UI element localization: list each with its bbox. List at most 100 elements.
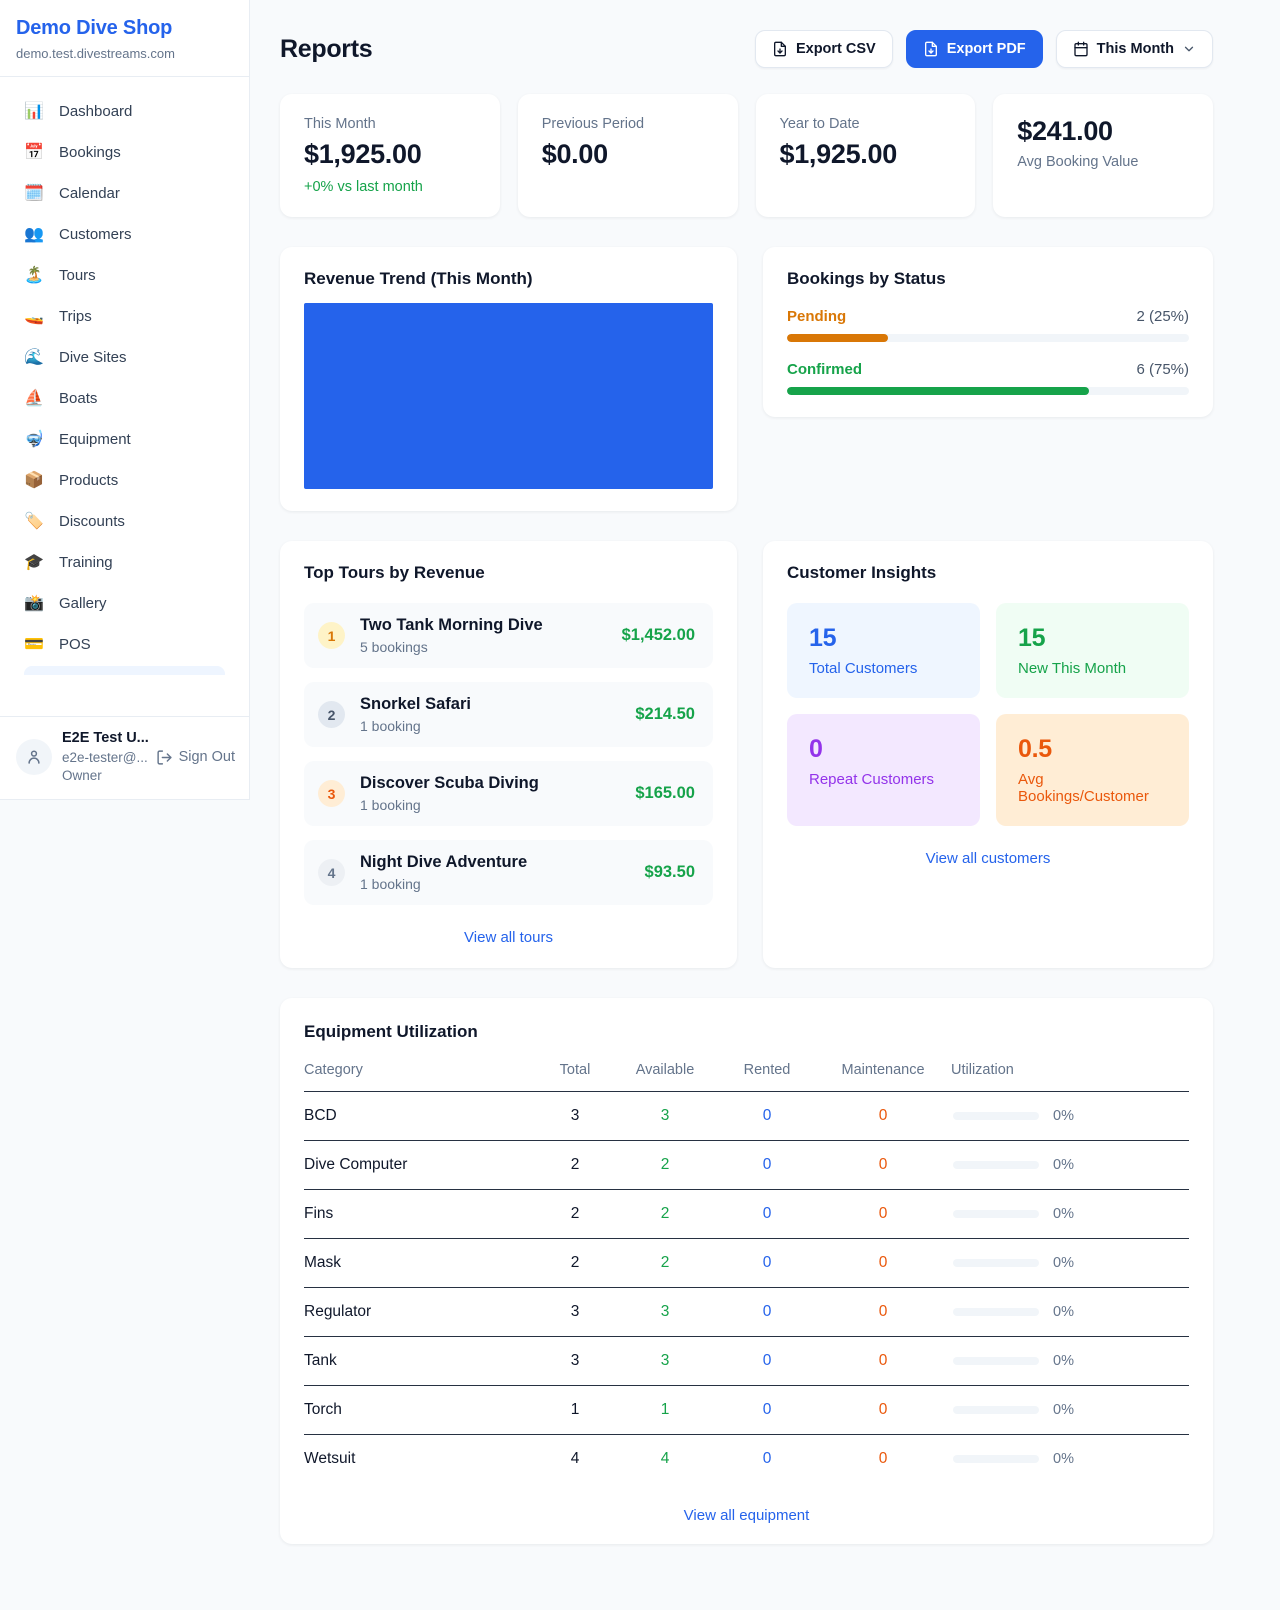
bookings-by-status-card: Bookings by Status Pending 2 (25%) Confi… bbox=[763, 247, 1213, 417]
cell-utilization: 0% bbox=[951, 1304, 1189, 1320]
sidebar-item-dive-sites[interactable]: 🌊 Dive Sites bbox=[12, 337, 237, 377]
col-available: Available bbox=[635, 1062, 695, 1078]
top-tours-title: Top Tours by Revenue bbox=[304, 563, 485, 582]
cell-utilization: 0% bbox=[951, 1206, 1189, 1222]
cell-category: Fins bbox=[304, 1205, 334, 1222]
stat-cards: This Month $1,925.00 +0% vs last month P… bbox=[280, 94, 1213, 217]
tile-label: New This Month bbox=[1018, 660, 1127, 677]
status-count: 2 (25%) bbox=[1136, 308, 1189, 325]
stat-delta: +0% vs last month bbox=[304, 179, 423, 195]
view-all-tours-link[interactable]: View all tours bbox=[464, 929, 553, 946]
tour-amount: $214.50 bbox=[635, 705, 695, 723]
equipment-utilization-title: Equipment Utilization bbox=[304, 1022, 478, 1041]
status-label: Pending bbox=[787, 308, 847, 325]
tour-bookings: 1 booking bbox=[360, 876, 421, 892]
file-download-icon bbox=[924, 41, 937, 57]
sidebar-item-label: POS bbox=[59, 635, 91, 653]
tour-bookings: 1 booking bbox=[360, 797, 421, 813]
tile-value: 15 bbox=[809, 624, 837, 652]
status-row-pending: Pending 2 (25%) bbox=[787, 308, 1189, 342]
view-all-customers-link[interactable]: View all customers bbox=[925, 850, 1051, 867]
cell-available: 2 bbox=[660, 1205, 670, 1222]
user-meta: E2E Test U... e2e-tester@... Owner bbox=[62, 729, 149, 785]
revenue-trend-title: Revenue Trend (This Month) bbox=[304, 269, 533, 288]
dive-sites-icon: 🌊 bbox=[24, 349, 44, 366]
cell-category: Regulator bbox=[304, 1303, 372, 1320]
revenue-trend-card: Revenue Trend (This Month) bbox=[280, 247, 737, 511]
sidebar-item-reports-partial[interactable] bbox=[24, 666, 225, 675]
tile-label: Total Customers bbox=[809, 660, 918, 677]
status-count: 6 (75%) bbox=[1136, 361, 1189, 378]
cell-rented: 0 bbox=[762, 1401, 772, 1418]
brand: Demo Dive Shop demo.test.divestreams.com bbox=[0, 0, 249, 77]
utilization-pct: 0% bbox=[1053, 1108, 1074, 1124]
sidebar-item-dashboard[interactable]: 📊 Dashboard bbox=[12, 91, 237, 131]
cell-utilization: 0% bbox=[951, 1157, 1189, 1173]
logout-icon bbox=[156, 749, 172, 765]
cell-total: 2 bbox=[570, 1254, 580, 1271]
sidebar-item-tours[interactable]: 🏝️ Tours bbox=[12, 255, 237, 295]
status-bar-fill bbox=[787, 334, 888, 342]
stat-label: This Month bbox=[304, 116, 376, 132]
sidebar-item-pos[interactable]: 💳 POS bbox=[12, 624, 237, 664]
stat-label: Previous Period bbox=[541, 116, 645, 132]
sidebar-item-trips[interactable]: 🚤 Trips bbox=[12, 296, 237, 336]
user-email: e2e-tester@... bbox=[62, 749, 148, 765]
stat-value: $0.00 bbox=[541, 139, 608, 169]
sidebar-item-products[interactable]: 📦 Products bbox=[12, 460, 237, 500]
cell-category: BCD bbox=[304, 1107, 337, 1124]
period-dropdown[interactable]: This Month bbox=[1055, 30, 1213, 68]
view-all-equipment-link[interactable]: View all equipment bbox=[683, 1507, 810, 1524]
utilization-pct: 0% bbox=[1053, 1304, 1074, 1320]
calendar-icon: 🗓️ bbox=[24, 185, 44, 202]
sidebar-item-bookings[interactable]: 📅 Bookings bbox=[12, 132, 237, 172]
sidebar-item-label: Trips bbox=[59, 307, 92, 325]
cell-category: Mask bbox=[304, 1254, 342, 1271]
products-icon: 📦 bbox=[24, 472, 44, 489]
cell-category: Dive Computer bbox=[304, 1156, 408, 1173]
cell-rented: 0 bbox=[762, 1107, 772, 1124]
cell-total: 4 bbox=[570, 1450, 580, 1467]
topbar-actions: Export CSV Export PDF This Month bbox=[754, 30, 1213, 68]
bookings-icon: 📅 bbox=[24, 144, 44, 161]
cell-rented: 0 bbox=[762, 1303, 772, 1320]
gallery-icon: 📸 bbox=[24, 595, 44, 612]
status-bar-track bbox=[787, 334, 1189, 342]
sign-out-button[interactable]: Sign Out bbox=[156, 749, 235, 766]
utilization-pct: 0% bbox=[1053, 1353, 1074, 1369]
cell-available: 4 bbox=[660, 1450, 670, 1467]
sidebar-item-gallery[interactable]: 📸 Gallery bbox=[12, 583, 237, 623]
col-maintenance: Maintenance bbox=[841, 1062, 925, 1078]
stat-card-this-month: This Month $1,925.00 +0% vs last month bbox=[280, 94, 500, 217]
tile-total-customers: 15 Total Customers bbox=[787, 603, 980, 698]
utilization-bar bbox=[953, 1161, 1039, 1169]
table-row: Fins 2 2 0 0 0% bbox=[304, 1190, 1189, 1239]
utilization-pct: 0% bbox=[1053, 1157, 1074, 1173]
cell-total: 2 bbox=[570, 1205, 580, 1222]
sidebar-item-label: Boats bbox=[59, 389, 98, 407]
sidebar-item-discounts[interactable]: 🏷️ Discounts bbox=[12, 501, 237, 541]
export-csv-button[interactable]: Export CSV bbox=[754, 30, 893, 68]
sidebar-item-customers[interactable]: 👥 Customers bbox=[12, 214, 237, 254]
tour-amount: $1,452.00 bbox=[621, 626, 695, 644]
utilization-bar bbox=[953, 1210, 1039, 1218]
stat-value: $1,925.00 bbox=[779, 139, 898, 169]
sidebar-item-equipment[interactable]: 🤿 Equipment bbox=[12, 419, 237, 459]
tile-label: Repeat Customers bbox=[809, 771, 935, 788]
utilization-bar bbox=[953, 1357, 1039, 1365]
insight-tiles: 15 Total Customers 15 New This Month 0 R… bbox=[787, 603, 1189, 826]
sidebar-item-label: Equipment bbox=[59, 430, 131, 448]
sidebar-item-boats[interactable]: ⛵ Boats bbox=[12, 378, 237, 418]
utilization-pct: 0% bbox=[1053, 1206, 1074, 1222]
sidebar-item-label: Customers bbox=[59, 225, 132, 243]
chevron-down-icon bbox=[1184, 46, 1194, 52]
sidebar-item-training[interactable]: 🎓 Training bbox=[12, 542, 237, 582]
tile-repeat-customers: 0 Repeat Customers bbox=[787, 714, 980, 826]
stat-card-avg-booking-value: $241.00 Avg Booking Value bbox=[993, 94, 1213, 217]
sidebar-item-calendar[interactable]: 🗓️ Calendar bbox=[12, 173, 237, 213]
cell-maintenance: 0 bbox=[878, 1156, 888, 1173]
cell-total: 2 bbox=[570, 1156, 580, 1173]
shop-domain: demo.test.divestreams.com bbox=[16, 46, 175, 61]
export-pdf-button[interactable]: Export PDF bbox=[905, 30, 1043, 68]
col-total: Total bbox=[559, 1062, 591, 1078]
